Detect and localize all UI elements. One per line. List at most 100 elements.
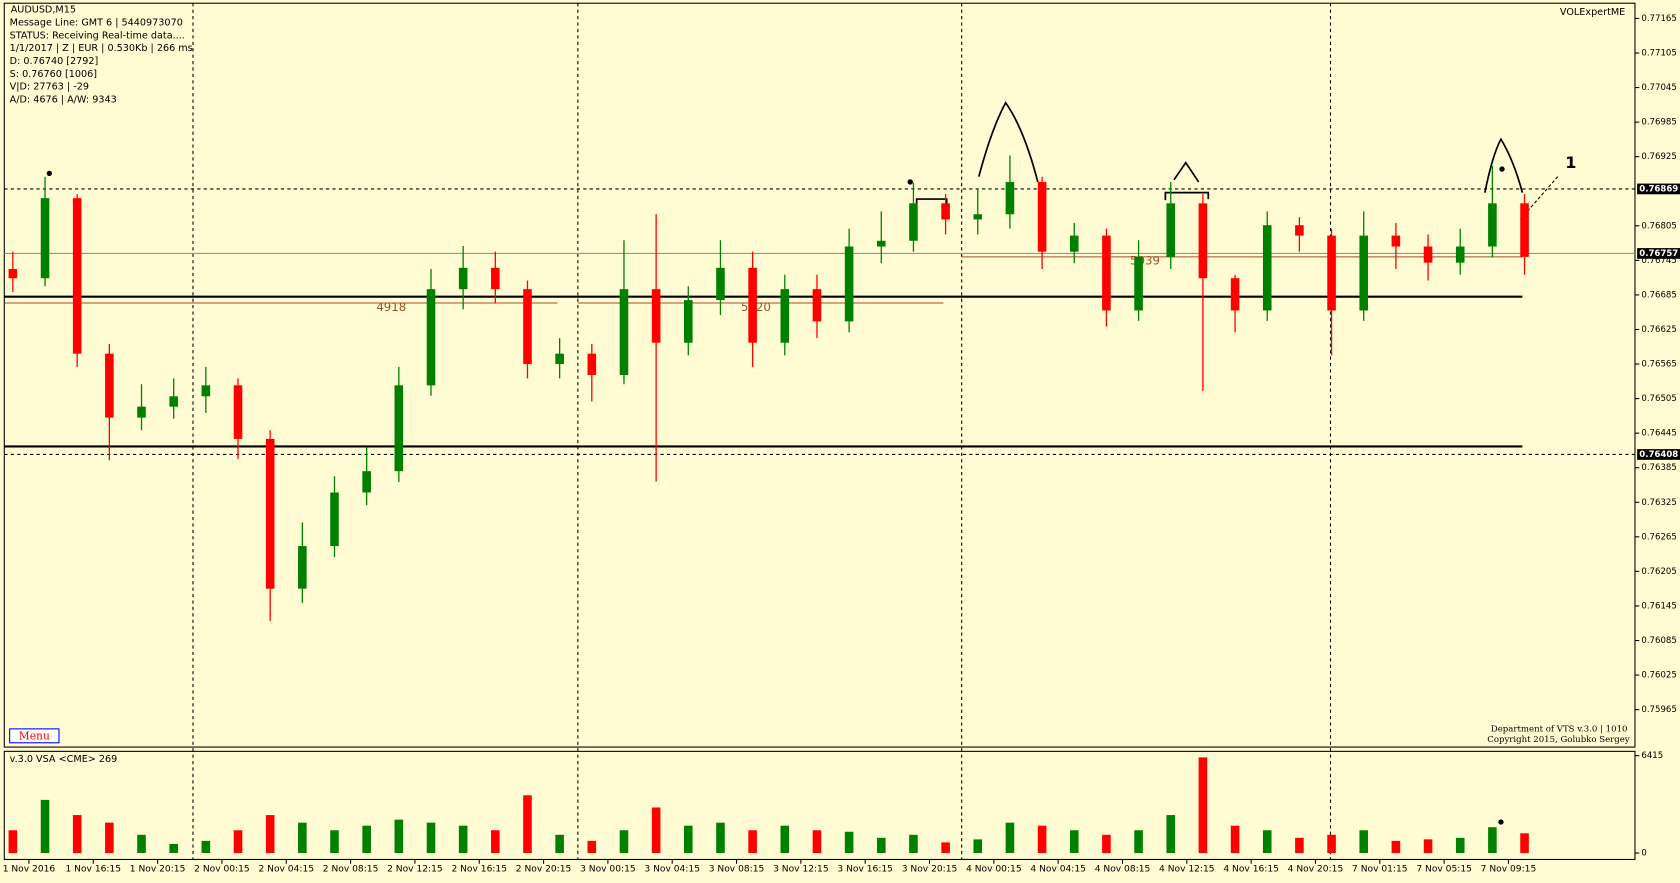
- volume-bar: [105, 822, 114, 854]
- y-tick-label: 0.76085: [1641, 636, 1676, 646]
- x-tick-label: 3 Nov 20:15: [902, 865, 958, 875]
- volume-bar: [1230, 825, 1240, 854]
- y-tick-label: 0.76565: [1641, 360, 1676, 370]
- x-tick-label: 4 Nov 04:15: [1030, 865, 1086, 875]
- dot: [46, 170, 52, 177]
- candle-body: [1037, 182, 1047, 252]
- x-tick-label: 2 Nov 08:15: [323, 865, 379, 875]
- y-tick-label: 0.76145: [1641, 601, 1676, 611]
- candle-body: [941, 203, 950, 220]
- candle-body: [748, 267, 757, 343]
- candle-body: [555, 353, 564, 365]
- footer-line: Department of VTS v.3.0 | 1010: [1491, 724, 1628, 734]
- volume-bar: [716, 822, 725, 854]
- candle-body: [876, 240, 886, 247]
- x-tick-label: 7 Nov 01:15: [1352, 865, 1408, 875]
- candle-body: [330, 492, 339, 547]
- x-tick-label: 3 Nov 12:15: [773, 865, 829, 875]
- volume-bar: [1295, 837, 1304, 854]
- volume-bar: [233, 830, 243, 854]
- y-tick-label: 0.76445: [1641, 429, 1676, 439]
- volume-bar: [684, 825, 693, 854]
- candle-body: [844, 246, 854, 322]
- hand-drawing: [46, 101, 1559, 825]
- dot: [1498, 819, 1504, 825]
- x-tick-label: 3 Nov 08:15: [709, 865, 765, 875]
- candle-body: [1455, 246, 1465, 263]
- info-line: D: 0.76740 [2792]: [10, 56, 99, 67]
- x-tick-label: 3 Nov 16:15: [837, 865, 893, 875]
- candle-body: [716, 267, 725, 301]
- volume-bar: [1327, 834, 1336, 854]
- price-tag-label: 0.76869: [1639, 184, 1678, 194]
- info-line: 1/1/2017 | Z | EUR | 0.530Kb | 266 ms: [10, 43, 193, 54]
- candle-body: [1423, 246, 1433, 263]
- x-tick-label: 2 Nov 04:15: [258, 865, 314, 875]
- candle-body: [780, 289, 790, 343]
- volume-bar: [458, 825, 468, 854]
- candle-body: [169, 396, 178, 407]
- volume-bar: [1166, 815, 1176, 854]
- y-tick-label: 0.75965: [1641, 705, 1676, 715]
- volume-bar: [169, 843, 178, 854]
- y-tick-label: 0.76025: [1641, 671, 1676, 681]
- candle-body: [1488, 203, 1497, 247]
- menu-button[interactable]: [9, 728, 60, 744]
- y-tick-label: 0.77165: [1641, 14, 1676, 24]
- candle-body: [1230, 278, 1240, 311]
- volume-bar: [876, 837, 886, 854]
- volume-bar: [844, 831, 854, 854]
- y-tick-label: 0.76325: [1641, 498, 1676, 508]
- volume-bar: [1455, 837, 1465, 854]
- y-tick-label: 0.76505: [1641, 394, 1676, 404]
- price-tag: [1637, 183, 1680, 195]
- candle-body: [651, 289, 661, 343]
- info-line: STATUS: Receiving Real-time data....: [10, 30, 185, 41]
- volume-bar: [973, 839, 983, 854]
- candle-body: [1102, 235, 1111, 311]
- x-tick-label: 4 Nov 16:15: [1223, 865, 1279, 875]
- volume-bar: [651, 807, 661, 854]
- volume-bar: [812, 830, 822, 854]
- volume-bar: [619, 830, 629, 854]
- volume-bar: [265, 815, 275, 854]
- candle-body: [362, 471, 371, 493]
- candle-body: [298, 546, 307, 589]
- candle-body: [201, 385, 211, 397]
- price-tag-label: 0.76408: [1639, 450, 1678, 460]
- volume-bar: [587, 840, 597, 854]
- drawn-arc: [978, 101, 1039, 183]
- candle-body: [491, 267, 500, 290]
- candle-body: [587, 353, 597, 375]
- candle-body: [523, 289, 532, 365]
- y-tick-label: 0.76745: [1641, 256, 1676, 266]
- candle-body: [1166, 203, 1176, 257]
- candle-body: [265, 438, 275, 589]
- volume-bar: [748, 830, 757, 854]
- volume-bar: [523, 795, 532, 854]
- volume-bar: [330, 830, 339, 854]
- candle-body: [1069, 235, 1079, 252]
- price-tag: [1637, 248, 1680, 259]
- candle-body: [458, 267, 468, 290]
- drawn-bracket: [915, 198, 948, 206]
- candle-body: [1295, 225, 1304, 236]
- y-tick-label: 0.76385: [1641, 463, 1676, 473]
- candle-body: [1359, 235, 1369, 311]
- volume-bar: [40, 799, 50, 854]
- volume-bar: [1198, 757, 1208, 854]
- drawn-arrow: [1519, 176, 1559, 220]
- volume-bar: [137, 834, 146, 854]
- y-tick-label: 0.76925: [1641, 152, 1676, 162]
- candle-body: [973, 214, 983, 220]
- volume-bar: [1488, 827, 1497, 854]
- volume-bar: [491, 830, 500, 854]
- menu-label[interactable]: Menu: [19, 729, 50, 742]
- y-tick-label: 0.76685: [1641, 290, 1676, 300]
- candle-body: [8, 268, 18, 279]
- candle-body: [619, 289, 629, 375]
- x-tick-label: 4 Nov 20:15: [1288, 865, 1344, 875]
